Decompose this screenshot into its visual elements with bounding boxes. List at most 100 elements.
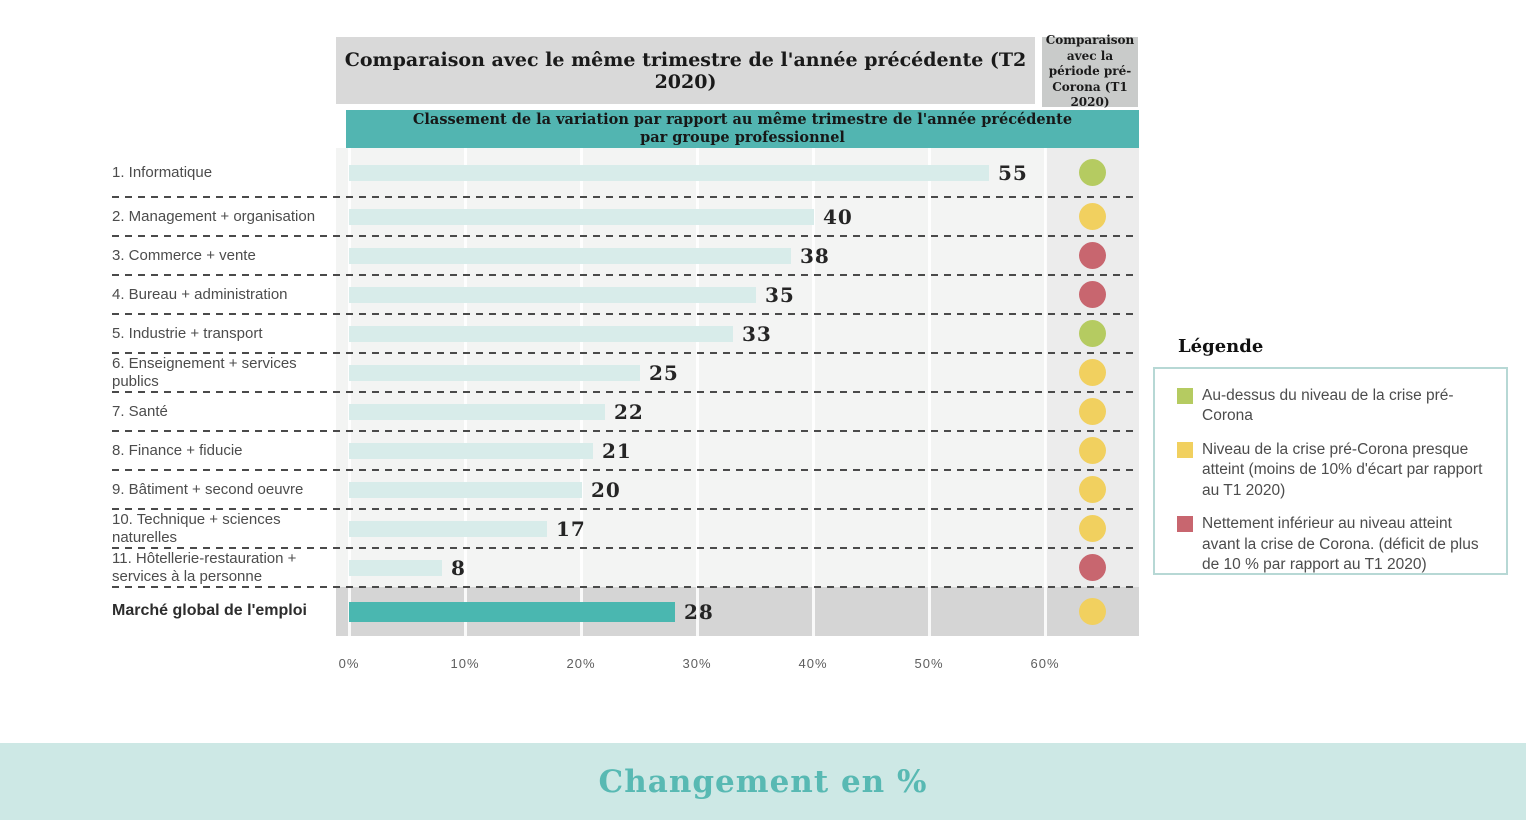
category-label: 10. Technique + sciences naturelles: [112, 511, 281, 546]
bar-value: 20: [591, 477, 621, 502]
chart-row: 8. Finance + fiducie 21: [112, 431, 1139, 471]
chart-row: 6. Enseignement + services publics 25: [112, 353, 1139, 393]
x-axis-tick: 40%: [798, 656, 828, 671]
x-axis-tick: 30%: [682, 656, 712, 671]
category-label: 3. Commerce + vente: [112, 246, 256, 264]
category-label: 6. Enseignement + services publics: [112, 355, 297, 390]
bar-value: 40: [823, 204, 853, 229]
bar-chart-rows: 1. Informatique 55 2. Management + organis…: [112, 148, 1139, 636]
bar-value: 38: [800, 243, 830, 268]
bar: [349, 364, 640, 381]
side-column-title: Comparaison avec la période pré-Corona (…: [1042, 33, 1138, 109]
dot-cell: [1046, 320, 1139, 347]
status-dot-yellow-icon: [1079, 515, 1106, 542]
chart-row: 5. Industrie + transport 33: [112, 314, 1139, 354]
bar-value: 21: [602, 438, 632, 463]
category-label: 5. Industrie + transport: [112, 324, 263, 342]
category-label: Marché global de l'emploi: [112, 602, 307, 620]
status-dot-green-icon: [1079, 320, 1106, 347]
bar-value: 28: [684, 599, 714, 624]
chart-row: 10. Technique + sciences naturelles 17: [112, 509, 1139, 549]
bar-value: 25: [649, 360, 679, 385]
dot-cell: [1046, 281, 1139, 308]
category-label: 9. Bâtiment + second oeuvre: [112, 480, 304, 498]
bar: [349, 481, 582, 498]
status-dot-yellow-icon: [1079, 476, 1106, 503]
dot-cell: [1046, 159, 1139, 186]
legend-box: Au-dessus du niveau de la crise pré-Coro…: [1153, 367, 1508, 575]
legend-swatch-yellow-icon: [1177, 441, 1193, 458]
legend-item-label: Nettement inférieur au niveau atteint av…: [1202, 515, 1479, 574]
row-plot: 28: [336, 600, 1046, 624]
category-label: 11. Hôtellerie-restauration + services à…: [112, 550, 297, 585]
bar: [349, 286, 756, 303]
status-dot-yellow-icon: [1079, 598, 1106, 625]
status-dot-yellow-icon: [1079, 203, 1106, 230]
status-dot-green-icon: [1079, 159, 1106, 186]
row-plot: 17: [336, 517, 1046, 541]
legend-item-label: Niveau de la crise pré-Corona presque at…: [1202, 440, 1483, 499]
category-label: 8. Finance + fiducie: [112, 441, 243, 459]
chart-row: 11. Hôtellerie-restauration + services à…: [112, 548, 1139, 588]
row-plot: 40: [336, 205, 1046, 229]
row-plot: 21: [336, 439, 1046, 463]
dot-cell: [1046, 398, 1139, 425]
bar: [349, 164, 989, 181]
chart-subtitle-banner: Classement de la variation par rapport a…: [346, 110, 1139, 148]
status-dot-yellow-icon: [1079, 437, 1106, 464]
row-plot: 55: [336, 161, 1046, 185]
chart-row: 4. Bureau + administration 35: [112, 275, 1139, 315]
dot-cell: [1046, 598, 1139, 625]
dot-cell: [1046, 515, 1139, 542]
bar: [349, 403, 605, 420]
main-title: Comparaison avec le même trimestre de l'…: [336, 37, 1035, 104]
bar-value: 35: [765, 282, 795, 307]
footer-axis-label: Changement en %: [598, 763, 928, 800]
x-axis: 0% 10% 20% 30% 40% 50% 60%: [336, 656, 1139, 676]
dot-cell: [1046, 437, 1139, 464]
dot-cell: [1046, 554, 1139, 581]
row-plot: 25: [336, 361, 1046, 385]
legend-item: Nettement inférieur au niveau atteint av…: [1177, 514, 1490, 575]
chart-row: 1. Informatique 55: [112, 148, 1139, 198]
row-plot: 20: [336, 478, 1046, 502]
footer-banner: Changement en %: [0, 743, 1526, 820]
status-dot-yellow-icon: [1079, 398, 1106, 425]
chart-subtitle-line1: Classement de la variation par rapport a…: [412, 110, 1073, 128]
chart-row: 7. Santé 22: [112, 392, 1139, 432]
status-dot-red-icon: [1079, 242, 1106, 269]
chart-row: 9. Bâtiment + second oeuvre 20: [112, 470, 1139, 510]
status-dot-red-icon: [1079, 281, 1106, 308]
row-plot: 35: [336, 283, 1046, 307]
legend-swatch-red-icon: [1177, 516, 1193, 533]
bar: [349, 325, 733, 342]
dot-cell: [1046, 242, 1139, 269]
x-axis-tick: 0%: [338, 656, 360, 671]
x-axis-tick: 10%: [450, 656, 480, 671]
row-plot: 33: [336, 322, 1046, 346]
bar-value: 22: [614, 399, 644, 424]
chart-row: 3. Commerce + vente 38: [112, 236, 1139, 276]
chart-row: 2. Management + organisation 40: [112, 197, 1139, 237]
dot-cell: [1046, 476, 1139, 503]
bar: [349, 442, 593, 459]
bar: [349, 208, 814, 225]
category-label: 4. Bureau + administration: [112, 285, 288, 303]
legend-title: Légende: [1178, 336, 1264, 357]
legend-item: Niveau de la crise pré-Corona presque at…: [1177, 440, 1490, 501]
bar-value: 8: [451, 555, 466, 580]
status-dot-yellow-icon: [1079, 359, 1106, 386]
row-plot: 38: [336, 244, 1046, 268]
chart-row: Marché global de l'emploi 28: [112, 587, 1139, 636]
bar: [349, 601, 675, 622]
category-label: 2. Management + organisation: [112, 207, 316, 225]
legend-item: Au-dessus du niveau de la crise pré-Coro…: [1177, 386, 1490, 427]
x-axis-tick: 20%: [566, 656, 596, 671]
category-label: 7. Santé: [112, 402, 168, 420]
bar: [349, 520, 547, 537]
row-plot: 22: [336, 400, 1046, 424]
legend-swatch-green-icon: [1177, 388, 1193, 404]
chart-subtitle-line2: par groupe professionnel: [640, 129, 845, 146]
legend-item-label: Au-dessus du niveau de la crise pré-Coro…: [1202, 387, 1454, 425]
